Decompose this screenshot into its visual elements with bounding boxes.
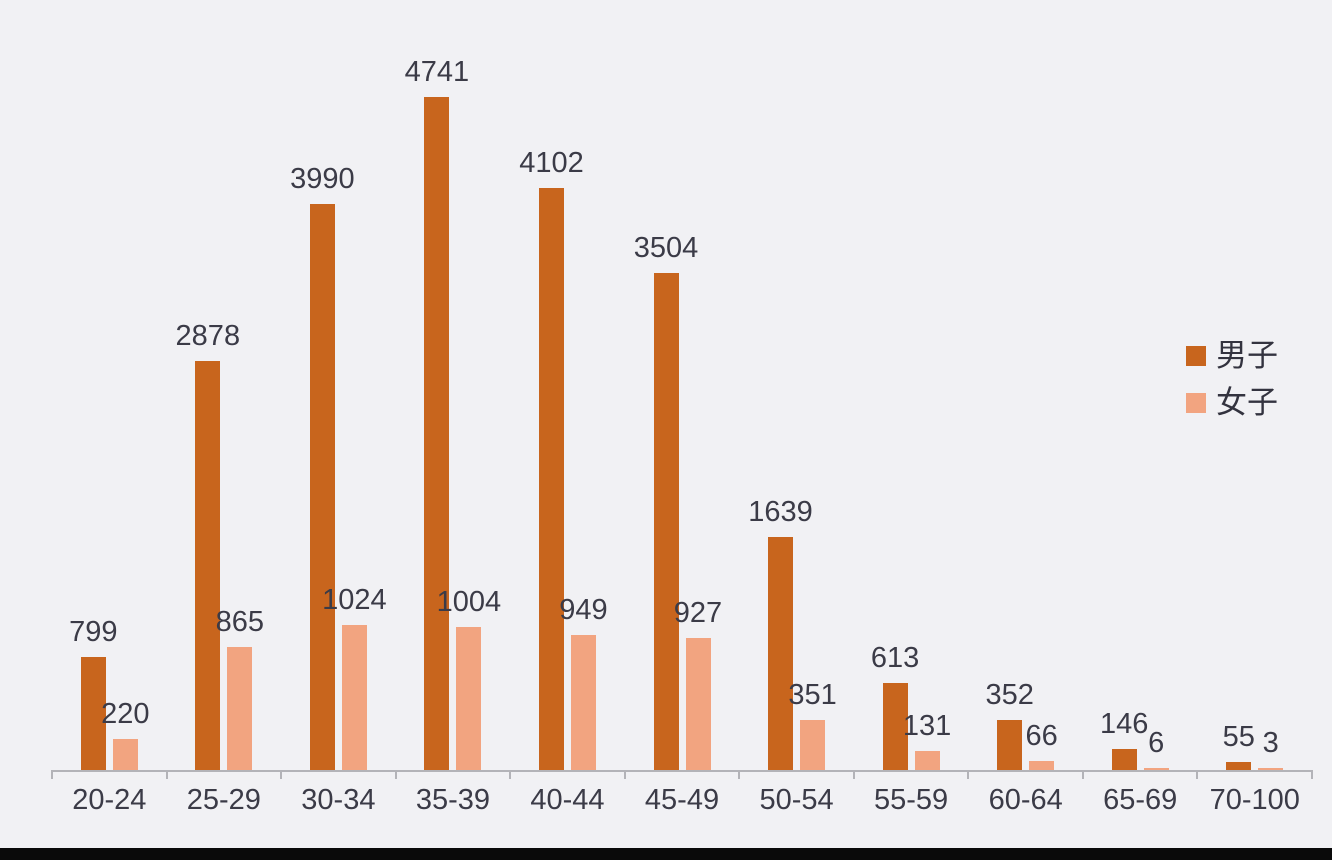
legend-label-male: 男子 [1216, 338, 1278, 373]
bottom-border [0, 848, 1332, 860]
legend-label-female: 女子 [1216, 385, 1278, 420]
axis-tick [852, 770, 855, 779]
bar-group-25-29: 2878 865 [167, 0, 282, 770]
value-label-女子-35-39: 1004 [436, 586, 502, 618]
value-label-男子-65-69: 146 [1099, 708, 1149, 740]
bar-女子-30-34: 1024 [322, 586, 387, 770]
bar-group-70-100: 55 3 [1197, 0, 1312, 770]
value-label-男子-70-100: 55 [1222, 721, 1255, 753]
bar-女子-35-39: 1004 [437, 588, 501, 770]
x-axis-label-60-64: 60-64 [988, 784, 1063, 816]
bar-group-65-69: 146 6 [1083, 0, 1198, 770]
x-axis-ticks [51, 770, 1313, 779]
bar-女子-20-24: 220 [101, 700, 149, 770]
axis-tick [738, 770, 741, 779]
legend-item-female: 女子 [1186, 387, 1278, 418]
bar-男子-50-54: 1639 [748, 498, 813, 770]
bar-group-30-34: 3990 1024 [281, 0, 396, 770]
value-label-女子-45-49: 927 [673, 597, 723, 629]
bar-group-50-54: 1639 351 [739, 0, 854, 770]
x-axis-label-65-69: 65-69 [1103, 784, 1178, 816]
bar-group-35-39: 4741 1004 [396, 0, 511, 770]
bar-group-55-59: 613 131 [854, 0, 969, 770]
bar-男子-30-34: 3990 [290, 165, 355, 770]
value-label-女子-20-24: 220 [101, 698, 150, 730]
bar-男子-20-24: 799 [69, 618, 117, 770]
bar-女子-60-64: 66 [1026, 722, 1058, 770]
x-axis-label-45-49: 45-49 [644, 784, 720, 816]
bar-男子-55-59: 613 [871, 644, 919, 770]
legend: 男子 女子 [1186, 340, 1278, 418]
bar-男子-45-49: 3504 [634, 234, 698, 770]
axis-tick [394, 770, 397, 779]
value-label-男子-55-59: 613 [870, 642, 920, 674]
axis-tick [967, 770, 970, 779]
value-label-女子-70-100: 3 [1262, 727, 1279, 759]
legend-item-male: 男子 [1186, 340, 1278, 371]
value-label-男子-35-39: 4741 [404, 56, 470, 88]
bar-女子-25-29: 865 [216, 608, 264, 770]
bar-group-45-49: 3504 927 [625, 0, 740, 770]
x-axis-label-20-24: 20-24 [72, 784, 147, 816]
value-label-男子-40-44: 4102 [519, 147, 584, 179]
x-axis-label-70-100: 70-100 [1209, 784, 1300, 816]
value-label-女子-65-69: 6 [1148, 727, 1165, 759]
bar-男子-65-69: 146 [1100, 710, 1148, 770]
bar-女子-55-59: 131 [903, 712, 951, 770]
value-label-男子-45-49: 3504 [633, 232, 699, 264]
value-label-女子-50-54: 351 [788, 679, 837, 711]
axis-tick [1311, 770, 1313, 779]
bar-group-20-24: 799 220 [52, 0, 167, 770]
bar-男子-40-44: 4102 [519, 149, 584, 770]
value-label-女子-25-29: 865 [215, 606, 265, 638]
value-label-女子-60-64: 66 [1025, 720, 1058, 752]
bar-男子-60-64: 352 [985, 681, 1034, 770]
value-label-男子-50-54: 1639 [748, 496, 813, 528]
x-axis-label-50-54: 50-54 [759, 784, 834, 816]
x-axis-label-35-39: 35-39 [415, 784, 490, 816]
value-label-男子-60-64: 352 [985, 679, 1034, 711]
value-label-女子-30-34: 1024 [322, 584, 387, 616]
value-label-男子-30-34: 3990 [290, 163, 355, 195]
value-label-女子-55-59: 131 [902, 710, 952, 742]
axis-tick [623, 770, 626, 779]
bar-女子-65-69: 6 [1143, 729, 1169, 770]
bar-女子-40-44: 949 [559, 596, 608, 770]
axis-tick [280, 770, 283, 779]
bar-女子-50-54: 351 [788, 681, 837, 770]
x-axis-label-25-29: 25-29 [186, 784, 261, 816]
bar-男子-25-29: 2878 [176, 322, 240, 770]
axis-tick [1081, 770, 1084, 779]
bar-group-60-64: 352 66 [968, 0, 1083, 770]
legend-swatch-female-icon [1186, 392, 1206, 413]
x-axis-label-55-59: 55-59 [874, 784, 949, 816]
plot-area: 799 220 2878 865 3990 1024 4741 1004 4102 949 3504… [52, 0, 1312, 770]
legend-swatch-male-icon [1186, 345, 1206, 366]
axis-tick [509, 770, 512, 779]
bar-女子-45-49: 927 [674, 599, 722, 770]
axis-tick [1196, 770, 1199, 779]
x-axis-line [52, 770, 1312, 772]
bar-女子-70-100: 3 [1258, 729, 1284, 770]
bar-男子-35-39: 4741 [405, 58, 469, 770]
bar-男子-70-100: 55 [1223, 723, 1255, 770]
x-axis-labels: 20-24 25-29 30-34 35-39 40-44 45-49 50-54 55-59… [52, 784, 1312, 817]
bar-group-40-44: 4102 949 [510, 0, 625, 770]
x-axis-label-30-34: 30-34 [301, 784, 376, 816]
axis-tick [51, 770, 53, 779]
axis-tick [165, 770, 168, 779]
value-label-男子-20-24: 799 [69, 616, 118, 648]
x-axis-label-40-44: 40-44 [530, 784, 605, 816]
value-label-女子-40-44: 949 [559, 594, 608, 626]
value-label-男子-25-29: 2878 [175, 320, 241, 352]
